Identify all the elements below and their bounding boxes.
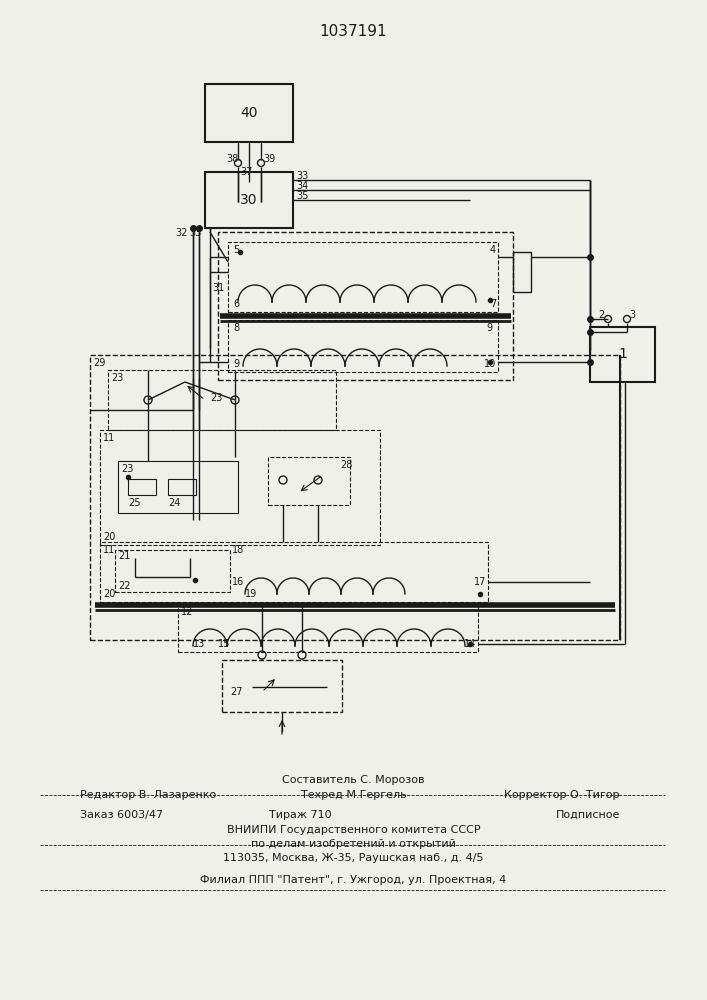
Text: 18: 18 [232, 545, 244, 555]
Text: 19: 19 [245, 589, 257, 599]
Bar [590, 327, 655, 382]
Text: 1: 1 [618, 348, 627, 361]
Bar [100, 542, 488, 602]
Text: 2: 2 [598, 310, 604, 320]
Text: Техред М.Гергель: Техред М.Гергель [300, 790, 407, 800]
Bar [90, 355, 620, 640]
Text: 23: 23 [111, 373, 124, 383]
Text: 25: 25 [128, 498, 141, 508]
Text: 3: 3 [629, 310, 635, 320]
Text: Корректор О. Тигор: Корректор О. Тигор [505, 790, 620, 800]
Bar [108, 370, 336, 430]
Text: 12: 12 [181, 607, 194, 617]
Text: 28: 28 [340, 460, 352, 470]
Text: 8: 8 [233, 323, 239, 333]
Bar [513, 252, 531, 292]
Text: по делам изобретений и открытий: по делам изобретений и открытий [251, 839, 456, 849]
Text: 34: 34 [296, 181, 308, 191]
Text: Подписное: Подписное [556, 810, 620, 820]
Text: 1037191: 1037191 [320, 24, 387, 39]
Text: 24: 24 [168, 498, 180, 508]
Text: 21: 21 [118, 551, 130, 561]
Text: 30: 30 [240, 193, 258, 207]
Text: 40: 40 [240, 106, 258, 120]
Text: 13: 13 [193, 639, 205, 649]
Text: 27: 27 [230, 687, 243, 697]
Text: 9: 9 [233, 359, 239, 369]
Text: ВНИИПИ Государственного комитета СССР: ВНИИПИ Государственного комитета СССР [227, 825, 480, 835]
Text: 20: 20 [103, 589, 115, 599]
Text: Составитель С. Морозов: Составитель С. Морозов [282, 775, 425, 785]
Bar [268, 457, 350, 505]
Text: 11: 11 [103, 545, 115, 555]
Text: 7: 7 [490, 299, 496, 309]
Text: 31: 31 [212, 283, 224, 293]
Text: 20: 20 [103, 532, 115, 542]
Text: 29: 29 [93, 358, 105, 368]
Text: 5: 5 [233, 245, 239, 255]
Bar [100, 430, 380, 545]
Text: 11: 11 [103, 433, 115, 443]
Text: 33: 33 [189, 228, 201, 238]
Text: Редактор В. Лазаренко: Редактор В. Лазаренко [80, 790, 216, 800]
Text: 38: 38 [226, 154, 238, 164]
Bar [205, 172, 293, 228]
Text: 10: 10 [484, 359, 496, 369]
Text: 15: 15 [218, 639, 230, 649]
Text: 4: 4 [490, 245, 496, 255]
Text: 33: 33 [296, 171, 308, 181]
Text: Тираж 710: Тираж 710 [269, 810, 332, 820]
Text: 39: 39 [263, 154, 275, 164]
Bar [128, 479, 156, 495]
Text: 16: 16 [232, 577, 244, 587]
Bar [218, 232, 513, 380]
Text: 23: 23 [210, 393, 223, 403]
Bar [178, 606, 478, 652]
Bar [222, 660, 342, 712]
Text: Заказ 6003/47: Заказ 6003/47 [80, 810, 163, 820]
Text: 113035, Москва, Ж-35, Раушская наб., д. 4/5: 113035, Москва, Ж-35, Раушская наб., д. … [223, 853, 484, 863]
Bar [228, 242, 498, 312]
Bar [115, 550, 230, 592]
Text: 14: 14 [464, 639, 477, 649]
Text: 23: 23 [121, 464, 134, 474]
Text: 32: 32 [175, 228, 187, 238]
Text: 6: 6 [233, 299, 239, 309]
Bar [168, 479, 196, 495]
Bar [228, 320, 498, 372]
Text: Филиал ППП "Патент", г. Ужгород, ул. Проектная, 4: Филиал ППП "Патент", г. Ужгород, ул. Про… [200, 875, 507, 885]
Text: 35: 35 [296, 191, 308, 201]
Text: 37: 37 [240, 167, 252, 177]
Text: 22: 22 [118, 581, 131, 591]
Text: 9: 9 [486, 323, 492, 333]
Bar [205, 84, 293, 142]
Text: 17: 17 [474, 577, 486, 587]
Bar [118, 461, 238, 513]
